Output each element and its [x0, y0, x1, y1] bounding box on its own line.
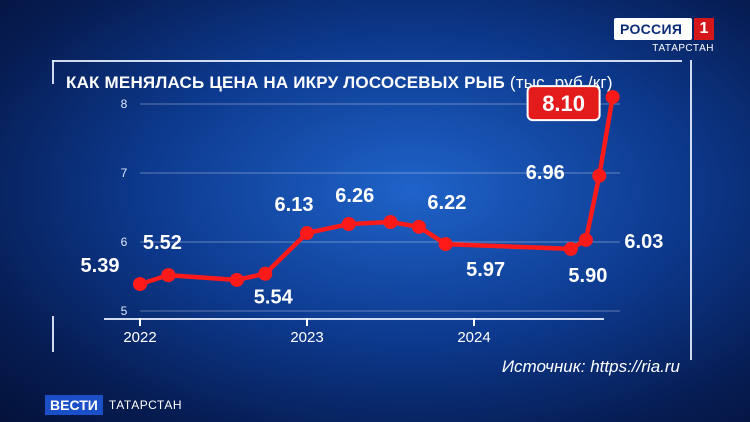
data-point: [411, 219, 426, 234]
data-point: [383, 214, 398, 229]
y-tick-label: 7: [121, 166, 128, 180]
russia1-logo: РОССИЯ 1 ТАТАРСТАН: [614, 18, 714, 54]
data-point: [133, 277, 147, 292]
data-point: [300, 226, 314, 241]
frame-bottom-left-line: [52, 316, 54, 352]
data-label: 5.52: [143, 232, 182, 254]
data-label: 5.90: [568, 265, 607, 287]
data-label: 5.97: [466, 259, 505, 281]
source-caption: Источник: https://ria.ru: [501, 357, 680, 376]
data-point: [563, 241, 578, 256]
price-line: [137, 94, 615, 287]
y-tick-label: 6: [121, 235, 128, 249]
vesti-logo-box: ВЕСТИ: [45, 394, 103, 415]
data-label: 6.26: [335, 185, 374, 207]
data-label: 5.54: [254, 287, 294, 309]
data-point: [258, 266, 273, 281]
data-point: [592, 168, 607, 183]
x-tick-label: 2024: [457, 329, 490, 346]
x-tick-label: 2023: [290, 329, 323, 346]
frame-left-line: [52, 60, 54, 84]
vesti-logo: ВЕСТИ ТАТАРСТАН: [45, 394, 182, 415]
y-tick-label: 5: [121, 304, 128, 318]
data-point: [229, 272, 244, 287]
highlight-label-box: [526, 85, 601, 122]
data-point: [578, 232, 593, 247]
data-point: [438, 237, 453, 252]
data-label-highlight: 8.10: [542, 91, 585, 116]
y-tick-label: 8: [121, 97, 128, 111]
frame-right-line: [690, 60, 692, 360]
data-label: 5.39: [81, 255, 120, 277]
data-label: 6.96: [526, 162, 565, 184]
data-label: 6.22: [427, 192, 466, 214]
frame-bottom-line: [104, 318, 604, 320]
logo-region-text: ТАТАРСТАН: [652, 43, 714, 54]
data-point: [605, 90, 620, 105]
logo-channel-number: 1: [694, 18, 714, 40]
data-point: [161, 268, 176, 283]
data-label: 6.13: [275, 194, 314, 216]
frame-top-line: [52, 60, 682, 62]
vesti-region-text: ТАТАРСТАН: [108, 397, 182, 412]
chart-title-main: КАК МЕНЯЛАСЬ ЦЕНА НА ИКРУ ЛОСОСЕВЫХ РЫБ: [66, 73, 505, 92]
data-label: 6.03: [624, 231, 663, 253]
logo-box: РОССИЯ: [614, 18, 692, 40]
x-tick-label: 2022: [123, 329, 156, 346]
data-point: [341, 217, 356, 232]
logo-channel-text: РОССИЯ: [620, 21, 683, 37]
